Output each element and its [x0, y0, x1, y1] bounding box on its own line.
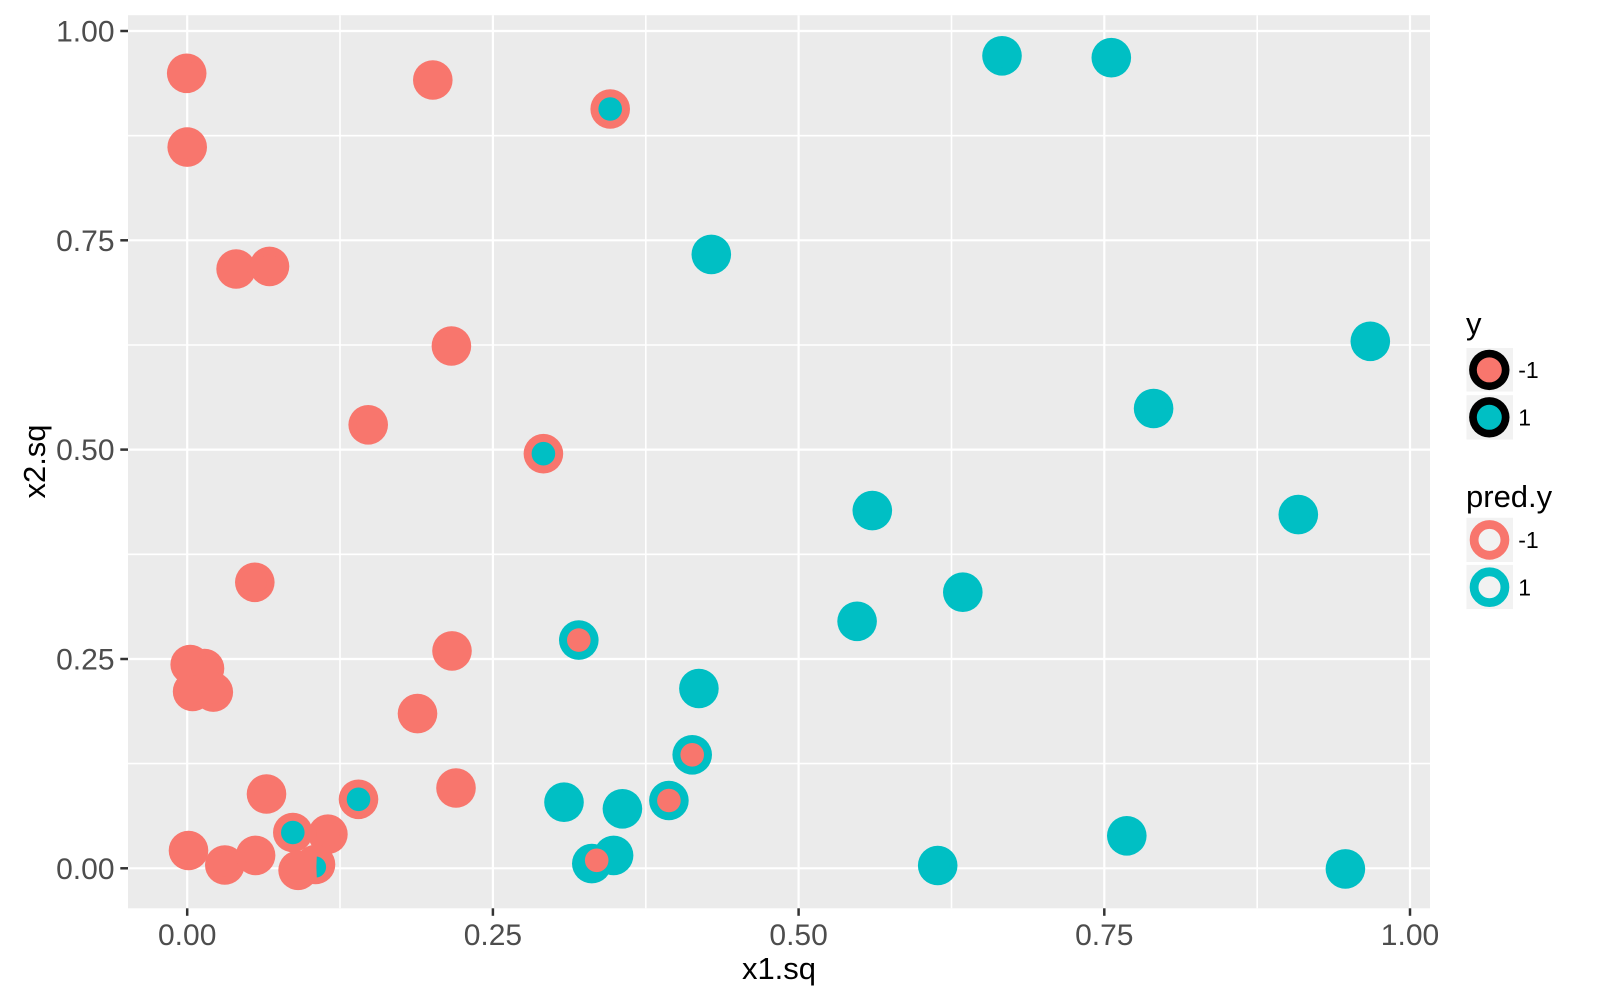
svg-text:1: 1	[1518, 574, 1531, 600]
svg-text:0.50: 0.50	[56, 434, 114, 467]
svg-text:x1.sq: x1.sq	[742, 951, 816, 986]
svg-text:1.00: 1.00	[56, 16, 114, 49]
svg-text:y: y	[1466, 306, 1482, 341]
svg-text:1.00: 1.00	[1381, 919, 1439, 952]
svg-text:0.00: 0.00	[56, 853, 114, 886]
svg-text:0.25: 0.25	[464, 919, 522, 952]
svg-text:0.25: 0.25	[56, 644, 114, 677]
svg-text:-1: -1	[1518, 527, 1538, 553]
svg-text:x2.sq: x2.sq	[17, 424, 52, 498]
svg-text:1: 1	[1518, 404, 1531, 430]
svg-text:0.75: 0.75	[56, 225, 114, 258]
svg-text:pred.y: pred.y	[1466, 479, 1553, 514]
svg-text:-1: -1	[1518, 357, 1538, 383]
svg-text:0.50: 0.50	[769, 919, 827, 952]
svg-text:0.75: 0.75	[1075, 919, 1133, 952]
svg-text:0.00: 0.00	[158, 919, 216, 952]
